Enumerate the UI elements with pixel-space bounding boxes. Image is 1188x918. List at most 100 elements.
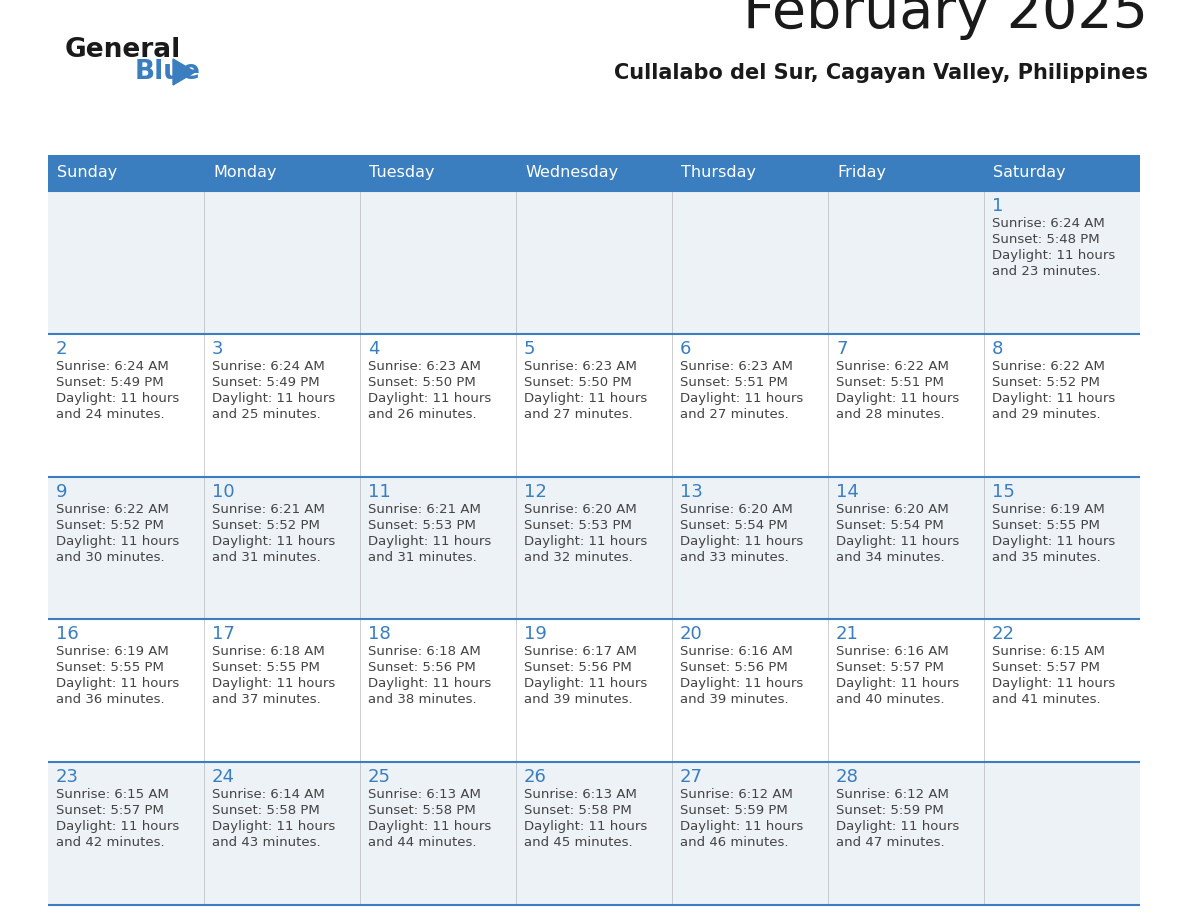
Bar	[828, 155, 984, 191]
Text: and 26 minutes.: and 26 minutes.	[368, 408, 476, 420]
Text: and 31 minutes.: and 31 minutes.	[211, 551, 321, 564]
Text: Daylight: 11 hours: Daylight: 11 hours	[56, 534, 179, 548]
Text: Sunset: 5:52 PM: Sunset: 5:52 PM	[992, 375, 1100, 389]
Bar	[672, 762, 828, 905]
Text: and 36 minutes.: and 36 minutes.	[56, 693, 165, 706]
Bar	[828, 762, 984, 905]
Text: Saturday: Saturday	[993, 165, 1066, 181]
Text: Sunset: 5:56 PM: Sunset: 5:56 PM	[368, 661, 475, 675]
Bar	[204, 155, 360, 191]
Text: Daylight: 11 hours: Daylight: 11 hours	[680, 392, 803, 405]
Text: and 23 minutes.: and 23 minutes.	[992, 265, 1101, 278]
Text: Sunset: 5:59 PM: Sunset: 5:59 PM	[836, 804, 943, 817]
Text: Sunrise: 6:21 AM: Sunrise: 6:21 AM	[368, 502, 481, 516]
Text: Daylight: 11 hours: Daylight: 11 hours	[992, 392, 1116, 405]
Text: Sunset: 5:57 PM: Sunset: 5:57 PM	[836, 661, 944, 675]
Text: Sunrise: 6:12 AM: Sunrise: 6:12 AM	[680, 789, 792, 801]
Text: Daylight: 11 hours: Daylight: 11 hours	[211, 677, 335, 690]
Text: Daylight: 11 hours: Daylight: 11 hours	[992, 249, 1116, 262]
Text: 18: 18	[368, 625, 391, 644]
Text: Sunset: 5:51 PM: Sunset: 5:51 PM	[680, 375, 788, 389]
Bar	[984, 762, 1140, 905]
Text: Sunset: 5:58 PM: Sunset: 5:58 PM	[211, 804, 320, 817]
Text: 22: 22	[992, 625, 1015, 644]
Text: Sunrise: 6:12 AM: Sunrise: 6:12 AM	[836, 789, 949, 801]
Text: Daylight: 11 hours: Daylight: 11 hours	[211, 534, 335, 548]
Text: 28: 28	[836, 768, 859, 786]
Text: Sunset: 5:52 PM: Sunset: 5:52 PM	[56, 519, 164, 532]
Text: Sunrise: 6:18 AM: Sunrise: 6:18 AM	[368, 645, 481, 658]
Bar	[672, 476, 828, 620]
Text: Daylight: 11 hours: Daylight: 11 hours	[368, 677, 492, 690]
Bar	[204, 191, 360, 334]
Text: Sunset: 5:56 PM: Sunset: 5:56 PM	[680, 661, 788, 675]
Text: Daylight: 11 hours: Daylight: 11 hours	[836, 820, 959, 834]
Text: and 47 minutes.: and 47 minutes.	[836, 836, 944, 849]
Bar	[984, 476, 1140, 620]
Text: Sunset: 5:53 PM: Sunset: 5:53 PM	[524, 519, 632, 532]
Text: 11: 11	[368, 483, 391, 500]
Text: Sunset: 5:55 PM: Sunset: 5:55 PM	[56, 661, 164, 675]
Text: 14: 14	[836, 483, 859, 500]
Bar	[984, 620, 1140, 762]
Text: Sunrise: 6:15 AM: Sunrise: 6:15 AM	[992, 645, 1105, 658]
Bar	[516, 155, 672, 191]
Text: Daylight: 11 hours: Daylight: 11 hours	[56, 820, 179, 834]
Text: 2: 2	[56, 340, 68, 358]
Bar	[48, 334, 204, 476]
Text: Sunset: 5:50 PM: Sunset: 5:50 PM	[524, 375, 632, 389]
Bar	[828, 620, 984, 762]
Text: February 2025: February 2025	[742, 0, 1148, 40]
Bar	[204, 620, 360, 762]
Text: Daylight: 11 hours: Daylight: 11 hours	[211, 392, 335, 405]
Bar	[204, 334, 360, 476]
Text: Sunrise: 6:21 AM: Sunrise: 6:21 AM	[211, 502, 324, 516]
Text: and 33 minutes.: and 33 minutes.	[680, 551, 789, 564]
Text: Sunset: 5:50 PM: Sunset: 5:50 PM	[368, 375, 475, 389]
Bar	[204, 476, 360, 620]
Bar	[48, 191, 204, 334]
Text: and 46 minutes.: and 46 minutes.	[680, 836, 789, 849]
Text: Sunrise: 6:22 AM: Sunrise: 6:22 AM	[992, 360, 1105, 373]
Text: Sunset: 5:49 PM: Sunset: 5:49 PM	[211, 375, 320, 389]
Text: and 29 minutes.: and 29 minutes.	[992, 408, 1100, 420]
Text: and 39 minutes.: and 39 minutes.	[680, 693, 789, 706]
Text: 17: 17	[211, 625, 235, 644]
Text: 23: 23	[56, 768, 78, 786]
Bar	[360, 476, 516, 620]
Text: 6: 6	[680, 340, 691, 358]
Bar	[672, 155, 828, 191]
Text: 24: 24	[211, 768, 235, 786]
Text: 20: 20	[680, 625, 703, 644]
Text: Daylight: 11 hours: Daylight: 11 hours	[680, 534, 803, 548]
Bar	[48, 476, 204, 620]
Text: Daylight: 11 hours: Daylight: 11 hours	[368, 820, 492, 834]
Text: and 38 minutes.: and 38 minutes.	[368, 693, 476, 706]
Text: Sunset: 5:56 PM: Sunset: 5:56 PM	[524, 661, 632, 675]
Text: Daylight: 11 hours: Daylight: 11 hours	[56, 392, 179, 405]
Text: 15: 15	[992, 483, 1015, 500]
Text: 8: 8	[992, 340, 1004, 358]
Text: Sunset: 5:55 PM: Sunset: 5:55 PM	[211, 661, 320, 675]
Text: 13: 13	[680, 483, 703, 500]
Text: Tuesday: Tuesday	[369, 165, 435, 181]
Bar	[360, 334, 516, 476]
Text: Daylight: 11 hours: Daylight: 11 hours	[836, 392, 959, 405]
Text: 5: 5	[524, 340, 536, 358]
Text: Sunrise: 6:15 AM: Sunrise: 6:15 AM	[56, 789, 169, 801]
Bar	[360, 620, 516, 762]
Text: Daylight: 11 hours: Daylight: 11 hours	[56, 677, 179, 690]
Text: Sunrise: 6:23 AM: Sunrise: 6:23 AM	[368, 360, 481, 373]
Text: Daylight: 11 hours: Daylight: 11 hours	[368, 534, 492, 548]
Bar	[828, 191, 984, 334]
Text: 4: 4	[368, 340, 379, 358]
Text: Sunrise: 6:20 AM: Sunrise: 6:20 AM	[680, 502, 792, 516]
Text: 10: 10	[211, 483, 234, 500]
Text: Sunrise: 6:16 AM: Sunrise: 6:16 AM	[836, 645, 949, 658]
Text: 12: 12	[524, 483, 546, 500]
Text: and 25 minutes.: and 25 minutes.	[211, 408, 321, 420]
Text: Sunrise: 6:23 AM: Sunrise: 6:23 AM	[680, 360, 792, 373]
Text: Sunday: Sunday	[57, 165, 118, 181]
Bar	[984, 191, 1140, 334]
Text: Sunset: 5:53 PM: Sunset: 5:53 PM	[368, 519, 476, 532]
